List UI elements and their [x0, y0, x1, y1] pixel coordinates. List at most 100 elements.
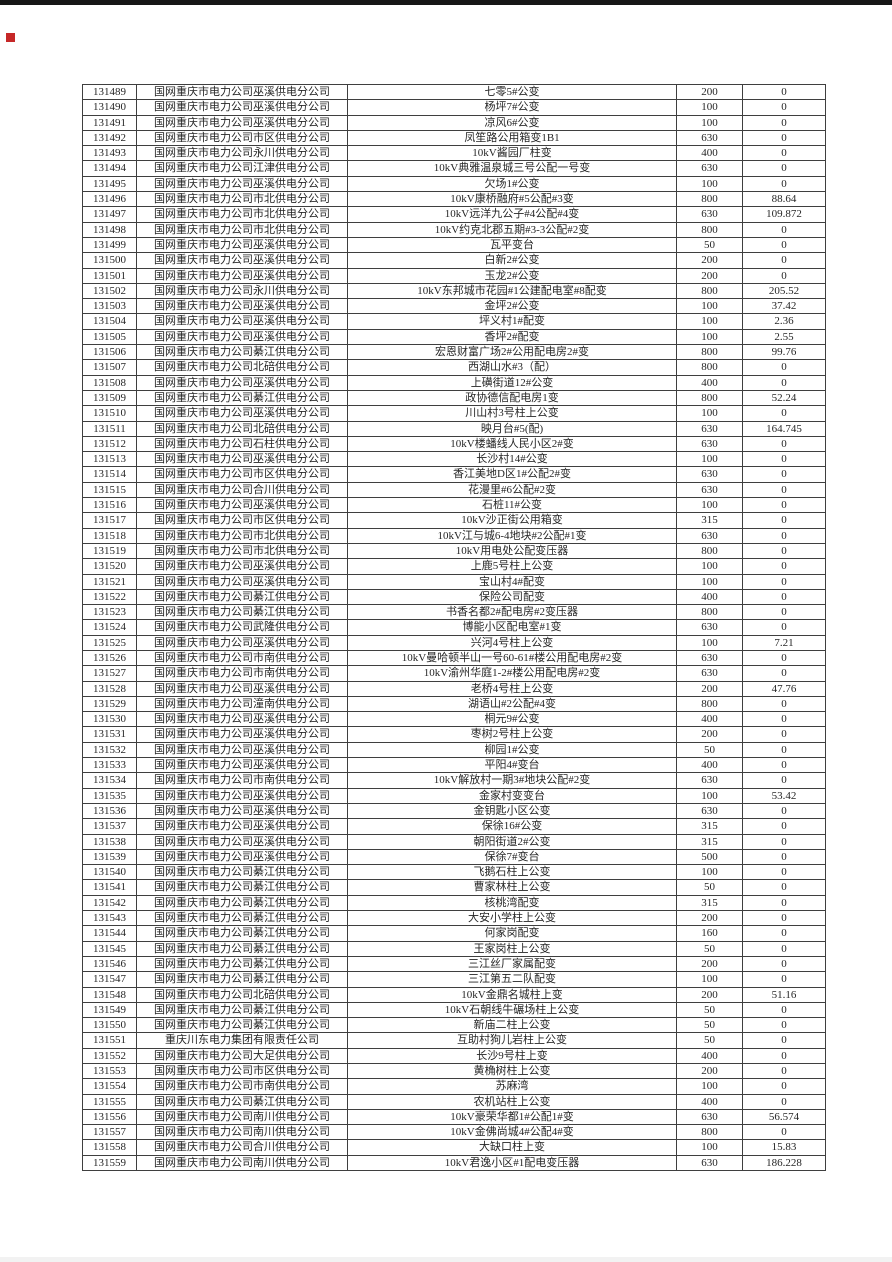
cell-id: 131552	[82, 1047, 137, 1065]
cell-id: 131539	[82, 848, 137, 866]
cell-company: 国网重庆市电力公司市北供电分公司	[136, 527, 348, 544]
cell-id: 131491	[82, 114, 137, 131]
table-row: 131555 国网重庆市电力公司綦江供电分公司 农机站柱上公变 400 0	[82, 1093, 826, 1110]
cell-company: 国网重庆市电力公司綦江供电分公司	[136, 894, 348, 912]
table-row: 131526 国网重庆市电力公司市南供电分公司 10kV曼哈顿半山一号60-61#楼…	[82, 649, 826, 667]
cell-company: 国网重庆市电力公司巫溪供电分公司	[136, 711, 348, 728]
table-row: 131533 国网重庆市电力公司巫溪供电分公司 平阳4#变台 400 0	[82, 757, 826, 774]
document-sheet: 131489 国网重庆市电力公司巫溪供电分公司 七零5#公变 200 0 131490 国网…	[82, 83, 826, 1172]
table-row: 131490 国网重庆市电力公司巫溪供电分公司 杨坪7#公变 100 0	[82, 99, 826, 116]
cell-company: 国网重庆市电力公司武隆供电分公司	[136, 619, 348, 636]
cell-capacity: 100	[676, 634, 743, 651]
cell-company: 国网重庆市电力公司巫溪供电分公司	[136, 680, 348, 697]
cell-capacity: 500	[676, 848, 743, 866]
cell-value: 0	[742, 1124, 826, 1141]
cell-name: 湖语山#2公配#4变	[347, 695, 677, 713]
cell-company: 国网重庆市电力公司潼南供电分公司	[136, 695, 348, 713]
cell-name: 宏恩财富广场2#公用配电房2#变	[347, 344, 677, 361]
cell-company: 国网重庆市电力公司綦江供电分公司	[136, 604, 348, 621]
cell-company: 国网重庆市电力公司巫溪供电分公司	[136, 374, 348, 391]
cell-value: 0	[742, 129, 826, 147]
table-row: 131537 国网重庆市电力公司巫溪供电分公司 保徐16#公变 315 0	[82, 818, 826, 835]
cell-id: 131489	[82, 83, 137, 101]
cell-name: 10kV江与城6-4地块#2公配#1变	[347, 527, 677, 544]
table-row: 131507 国网重庆市电力公司北碚供电分公司 西湖山水#3（配） 800 0	[82, 359, 826, 376]
cell-company: 国网重庆市电力公司市北供电分公司	[136, 221, 348, 238]
table-row: 131503 国网重庆市电力公司巫溪供电分公司 金坪2#公变 100 37.42	[82, 298, 826, 315]
table-row: 131530 国网重庆市电力公司巫溪供电分公司 桐元9#公变 400 0	[82, 711, 826, 728]
table-row: 131504 国网重庆市电力公司巫溪供电分公司 坪义村1#配变 100 2.36	[82, 313, 826, 330]
cell-company: 国网重庆市电力公司綦江供电分公司	[136, 925, 348, 942]
cell-company: 国网重庆市电力公司巫溪供电分公司	[136, 573, 348, 590]
cell-value: 0	[742, 221, 826, 238]
cell-name: 宝山村4#配变	[347, 573, 677, 590]
cell-name: 凉风6#公变	[347, 114, 677, 131]
cell-id: 131530	[82, 711, 137, 728]
cell-name: 上磺街道12#公变	[347, 374, 677, 391]
cell-value: 0	[742, 833, 826, 850]
table-row: 131538 国网重庆市电力公司巫溪供电分公司 朝阳街道2#公变 315 0	[82, 833, 826, 850]
cell-company: 国网重庆市电力公司合川供电分公司	[136, 481, 348, 499]
cell-name: 瓦平变台	[347, 236, 677, 254]
table-row: 131502 国网重庆市电力公司永川供电分公司 10kV东邦城市花园#1公建配电室#…	[82, 282, 826, 300]
cell-id: 131532	[82, 741, 137, 759]
cell-capacity: 100	[676, 175, 743, 193]
cell-capacity: 800	[676, 359, 743, 376]
cell-id: 131494	[82, 160, 137, 177]
cell-name: 朝阳街道2#公变	[347, 833, 677, 850]
cell-id: 131529	[82, 695, 137, 713]
table-body: 131489 国网重庆市电力公司巫溪供电分公司 七零5#公变 200 0 131490 国网…	[82, 83, 826, 1172]
table-row: 131543 国网重庆市电力公司綦江供电分公司 大安小学柱上公变 200 0	[82, 910, 826, 927]
cell-name: 10kV约克北郡五期#3-3公配#2变	[347, 221, 677, 238]
cell-capacity: 630	[676, 466, 743, 483]
cell-capacity: 50	[676, 1032, 743, 1049]
cell-name: 10kV金佛尚城4#公配4#变	[347, 1124, 677, 1141]
cell-capacity: 315	[676, 512, 743, 529]
cell-id: 131526	[82, 649, 137, 667]
cell-value: 186.228	[742, 1154, 826, 1172]
cell-capacity: 400	[676, 1047, 743, 1065]
cell-capacity: 50	[676, 1017, 743, 1034]
cell-value: 0	[742, 864, 826, 881]
table-row: 131494 国网重庆市电力公司江津供电分公司 10kV典雅温泉城三号公配一号变 63…	[82, 160, 826, 177]
cell-value: 0	[742, 527, 826, 544]
cell-company: 国网重庆市电力公司巫溪供电分公司	[136, 114, 348, 131]
cell-capacity: 100	[676, 787, 743, 804]
cell-id: 131496	[82, 191, 137, 208]
cell-name: 桐元9#公变	[347, 711, 677, 728]
cell-company: 国网重庆市电力公司綦江供电分公司	[136, 1017, 348, 1034]
cell-capacity: 630	[676, 1108, 743, 1126]
cell-value: 0	[742, 818, 826, 835]
table-row: 131547 国网重庆市电力公司綦江供电分公司 三江第五二队配变 100 0	[82, 971, 826, 988]
cell-capacity: 630	[676, 481, 743, 499]
cell-value: 37.42	[742, 298, 826, 315]
table-row: 131519 国网重庆市电力公司市北供电分公司 10kV用电处公配变压器 800 0	[82, 542, 826, 560]
cell-capacity: 400	[676, 1093, 743, 1110]
cell-company: 国网重庆市电力公司巫溪供电分公司	[136, 99, 348, 116]
table-row: 131516 国网重庆市电力公司巫溪供电分公司 石桩11#公变 100 0	[82, 497, 826, 514]
table-row: 131553 国网重庆市电力公司市区供电分公司 黄桷树柱上公变 200 0	[82, 1062, 826, 1080]
cell-value: 164.745	[742, 420, 826, 437]
cell-value: 0	[742, 236, 826, 254]
cell-capacity: 630	[676, 435, 743, 453]
table-row: 131495 国网重庆市电力公司巫溪供电分公司 欠场1#公变 100 0	[82, 175, 826, 193]
table-row: 131545 国网重庆市电力公司綦江供电分公司 王家岗柱上公变 50 0	[82, 940, 826, 957]
cell-company: 国网重庆市电力公司綦江供电分公司	[136, 389, 348, 407]
cell-value: 0	[742, 1032, 826, 1049]
cell-company: 国网重庆市电力公司綦江供电分公司	[136, 344, 348, 361]
table-row: 131557 国网重庆市电力公司南川供电分公司 10kV金佛尚城4#公配4#变 800…	[82, 1124, 826, 1141]
table-row: 131508 国网重庆市电力公司巫溪供电分公司 上磺街道12#公变 400 0	[82, 374, 826, 391]
cell-id: 131525	[82, 634, 137, 651]
cell-value: 0	[742, 497, 826, 514]
cell-value: 7.21	[742, 634, 826, 651]
cell-capacity: 100	[676, 497, 743, 514]
table-row: 131518 国网重庆市电力公司市北供电分公司 10kV江与城6-4地块#2公配#1…	[82, 527, 826, 544]
cell-value: 0	[742, 925, 826, 942]
cell-name: 书香名都2#配电房#2变压器	[347, 604, 677, 621]
table-row: 131501 国网重庆市电力公司巫溪供电分公司 玉龙2#公变 200 0	[82, 267, 826, 284]
cell-id: 131503	[82, 298, 137, 315]
red-marker-icon	[6, 33, 15, 42]
cell-company: 国网重庆市电力公司巫溪供电分公司	[136, 848, 348, 866]
cell-company: 国网重庆市电力公司綦江供电分公司	[136, 955, 348, 973]
cell-value: 0	[742, 512, 826, 529]
